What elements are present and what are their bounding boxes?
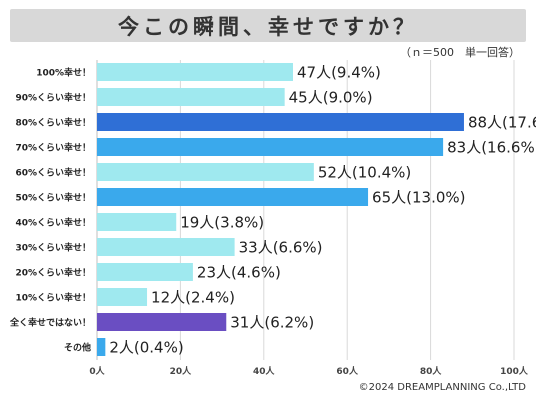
x-tick-label: 0人	[89, 365, 105, 377]
data-label: 83人(16.6%)	[447, 139, 536, 157]
x-tick-label: 40人	[253, 365, 276, 377]
bar	[97, 138, 444, 156]
category-label: 全く幸せではない！	[9, 317, 91, 329]
bar	[97, 188, 369, 206]
bar	[97, 238, 235, 256]
category-label: 10%くらい幸せ！	[15, 292, 91, 304]
bar	[97, 263, 193, 281]
x-tick-label: 20人	[170, 365, 193, 377]
data-label: 31人(6.2%)	[230, 314, 314, 332]
data-label: 19人(3.8%)	[180, 214, 264, 232]
bar	[97, 313, 227, 331]
data-label: 47人(9.4%)	[297, 64, 381, 82]
category-label: 70%くらい幸せ！	[15, 142, 91, 154]
category-label: 60%くらい幸せ！	[15, 167, 91, 179]
category-label: 40%くらい幸せ！	[15, 217, 91, 229]
category-label: 80%くらい幸せ！	[15, 117, 91, 129]
data-label: 65人(13.0%)	[372, 189, 465, 207]
category-label: その他	[64, 342, 91, 354]
data-label: 52人(10.4%)	[318, 164, 411, 182]
data-label: 12人(2.4%)	[151, 289, 235, 307]
copyright-text: ©2024 DREAMPLANNING Co.,LTD	[358, 382, 526, 393]
bar	[97, 113, 464, 131]
chart-title: 今この瞬間、幸せですか？	[10, 9, 526, 42]
data-label: 88人(17.6%)	[468, 114, 536, 132]
x-tick-label: 60人	[336, 365, 359, 377]
category-label: 20%くらい幸せ！	[15, 267, 91, 279]
data-label: 23人(4.6%)	[197, 264, 281, 282]
data-label: 33人(6.6%)	[239, 239, 323, 257]
x-tick-label: 80人	[420, 365, 443, 377]
bar	[97, 213, 177, 231]
data-label: 2人(0.4%)	[109, 339, 183, 357]
category-label: 100%幸せ！	[36, 67, 91, 79]
category-label: 50%くらい幸せ！	[15, 192, 91, 204]
bar	[97, 338, 106, 356]
bar	[97, 88, 285, 106]
x-tick-label: 100人	[500, 365, 529, 377]
category-label: 90%くらい幸せ！	[15, 92, 91, 104]
category-label: 30%くらい幸せ！	[15, 242, 91, 254]
data-label: 45人(9.0%)	[289, 89, 373, 107]
bar	[97, 163, 314, 181]
bar	[97, 288, 148, 306]
bar	[97, 63, 293, 81]
sample-size-note: （ｎ＝500 単一回答）	[400, 46, 520, 59]
